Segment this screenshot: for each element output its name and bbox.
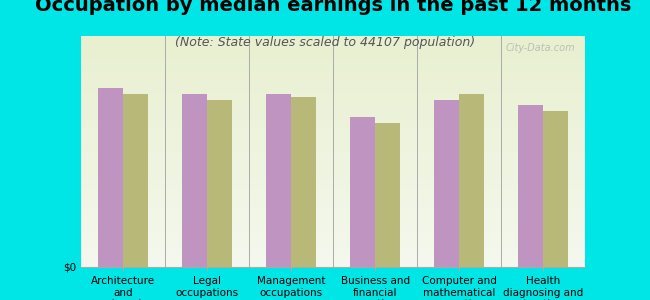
Title: Occupation by median earnings in the past 12 months: Occupation by median earnings in the pas… (35, 0, 631, 15)
Bar (434, 100, 459, 267)
Bar (459, 94, 484, 267)
Bar (207, 100, 232, 267)
Bar (291, 97, 317, 267)
Bar (375, 123, 400, 267)
Bar (518, 105, 543, 267)
Bar (350, 117, 375, 267)
Bar (182, 94, 207, 267)
Bar (98, 88, 124, 267)
Text: City-Data.com: City-Data.com (505, 43, 575, 53)
Text: (Note: State values scaled to 44107 population): (Note: State values scaled to 44107 popu… (175, 36, 475, 49)
Bar (266, 94, 291, 267)
Bar (543, 111, 568, 267)
Bar (124, 94, 148, 267)
